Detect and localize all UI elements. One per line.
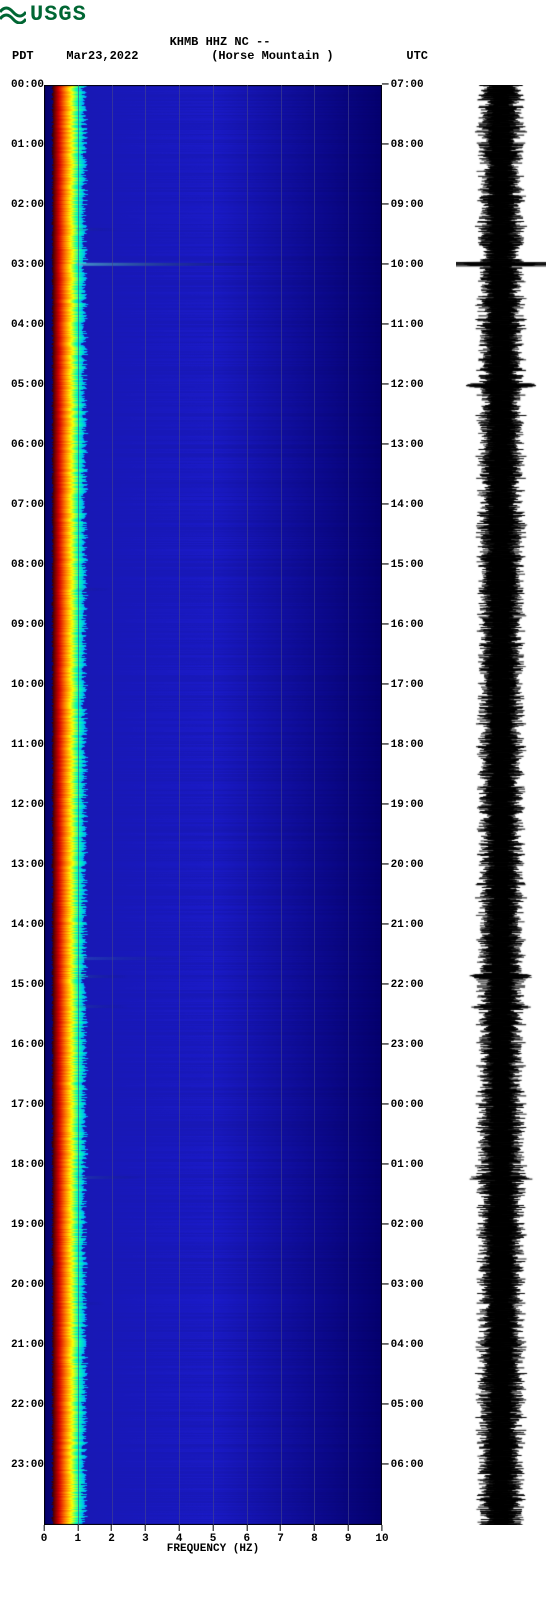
pdt-tick-label: 12:00 bbox=[0, 799, 44, 811]
freq-tick: 8 bbox=[311, 1525, 318, 1545]
utc-tick-label: 16:00 bbox=[382, 619, 440, 631]
pdt-time-axis: 00:0001:0002:0003:0004:0005:0006:0007:00… bbox=[0, 85, 44, 1525]
utc-tick-label: 01:00 bbox=[382, 1159, 440, 1171]
utc-tick-label: 10:00 bbox=[382, 259, 440, 271]
frequency-axis: FREQUENCY (HZ) 012345678910 bbox=[44, 1525, 382, 1585]
pdt-tick-label: 06:00 bbox=[0, 439, 44, 451]
pdt-tick-label: 21:00 bbox=[0, 1339, 44, 1351]
pdt-tick-label: 07:00 bbox=[0, 499, 44, 511]
utc-tick-label: 13:00 bbox=[382, 439, 440, 451]
utc-tick-label: 09:00 bbox=[382, 199, 440, 211]
freq-tick: 0 bbox=[41, 1525, 48, 1545]
pdt-tick-label: 22:00 bbox=[0, 1399, 44, 1411]
pdt-tick-label: 13:00 bbox=[0, 859, 44, 871]
pdt-tick-label: 23:00 bbox=[0, 1459, 44, 1471]
utc-tick-label: 02:00 bbox=[382, 1219, 440, 1231]
utc-tick-label: 05:00 bbox=[382, 1399, 440, 1411]
pdt-tick-label: 20:00 bbox=[0, 1279, 44, 1291]
pdt-tick-label: 04:00 bbox=[0, 319, 44, 331]
pdt-tick-label: 16:00 bbox=[0, 1039, 44, 1051]
usgs-logo: USGS bbox=[0, 2, 87, 27]
utc-tick-label: 08:00 bbox=[382, 139, 440, 151]
utc-tick-label: 22:00 bbox=[382, 979, 440, 991]
pdt-tick-label: 11:00 bbox=[0, 739, 44, 751]
pdt-tick-label: 09:00 bbox=[0, 619, 44, 631]
utc-tick-label: 14:00 bbox=[382, 499, 440, 511]
pdt-tick-label: 15:00 bbox=[0, 979, 44, 991]
utc-tick-label: 04:00 bbox=[382, 1339, 440, 1351]
tz-right-label: UTC bbox=[406, 49, 428, 63]
utc-tick-label: 18:00 bbox=[382, 739, 440, 751]
pdt-tick-label: 18:00 bbox=[0, 1159, 44, 1171]
freq-tick: 5 bbox=[210, 1525, 217, 1545]
pdt-tick-label: 08:00 bbox=[0, 559, 44, 571]
tz-left-label: PDT bbox=[12, 49, 34, 63]
location-label: (Horse Mountain ) bbox=[211, 49, 333, 63]
pdt-tick-label: 00:00 bbox=[0, 79, 44, 91]
station-code: KHMB HHZ NC -- bbox=[0, 35, 440, 49]
utc-tick-label: 12:00 bbox=[382, 379, 440, 391]
pdt-tick-label: 14:00 bbox=[0, 919, 44, 931]
spectrogram-plot bbox=[44, 85, 382, 1525]
utc-tick-label: 15:00 bbox=[382, 559, 440, 571]
freq-tick: 6 bbox=[243, 1525, 250, 1545]
freq-tick: 4 bbox=[176, 1525, 183, 1545]
utc-tick-label: 00:00 bbox=[382, 1099, 440, 1111]
pdt-tick-label: 03:00 bbox=[0, 259, 44, 271]
utc-tick-label: 11:00 bbox=[382, 319, 440, 331]
utc-tick-label: 06:00 bbox=[382, 1459, 440, 1471]
freq-tick: 10 bbox=[375, 1525, 388, 1545]
freq-tick: 1 bbox=[74, 1525, 81, 1545]
utc-tick-label: 20:00 bbox=[382, 859, 440, 871]
logo-text: USGS bbox=[30, 2, 87, 27]
utc-tick-label: 03:00 bbox=[382, 1279, 440, 1291]
freq-tick: 2 bbox=[108, 1525, 115, 1545]
date-label: Mar23,2022 bbox=[66, 49, 138, 63]
pdt-tick-label: 17:00 bbox=[0, 1099, 44, 1111]
pdt-tick-label: 10:00 bbox=[0, 679, 44, 691]
utc-tick-label: 17:00 bbox=[382, 679, 440, 691]
utc-tick-label: 19:00 bbox=[382, 799, 440, 811]
freq-tick: 7 bbox=[277, 1525, 284, 1545]
utc-tick-label: 21:00 bbox=[382, 919, 440, 931]
pdt-tick-label: 02:00 bbox=[0, 199, 44, 211]
utc-time-axis: 07:0008:0009:0010:0011:0012:0013:0014:00… bbox=[382, 85, 440, 1525]
freq-tick: 3 bbox=[142, 1525, 149, 1545]
plot-header: KHMB HHZ NC -- PDT Mar23,2022 (Horse Mou… bbox=[0, 35, 440, 63]
pdt-tick-label: 19:00 bbox=[0, 1219, 44, 1231]
pdt-tick-label: 05:00 bbox=[0, 379, 44, 391]
pdt-tick-label: 01:00 bbox=[0, 139, 44, 151]
freq-tick: 9 bbox=[345, 1525, 352, 1545]
utc-tick-label: 23:00 bbox=[382, 1039, 440, 1051]
utc-tick-label: 07:00 bbox=[382, 79, 440, 91]
waveform-plot bbox=[456, 85, 546, 1525]
